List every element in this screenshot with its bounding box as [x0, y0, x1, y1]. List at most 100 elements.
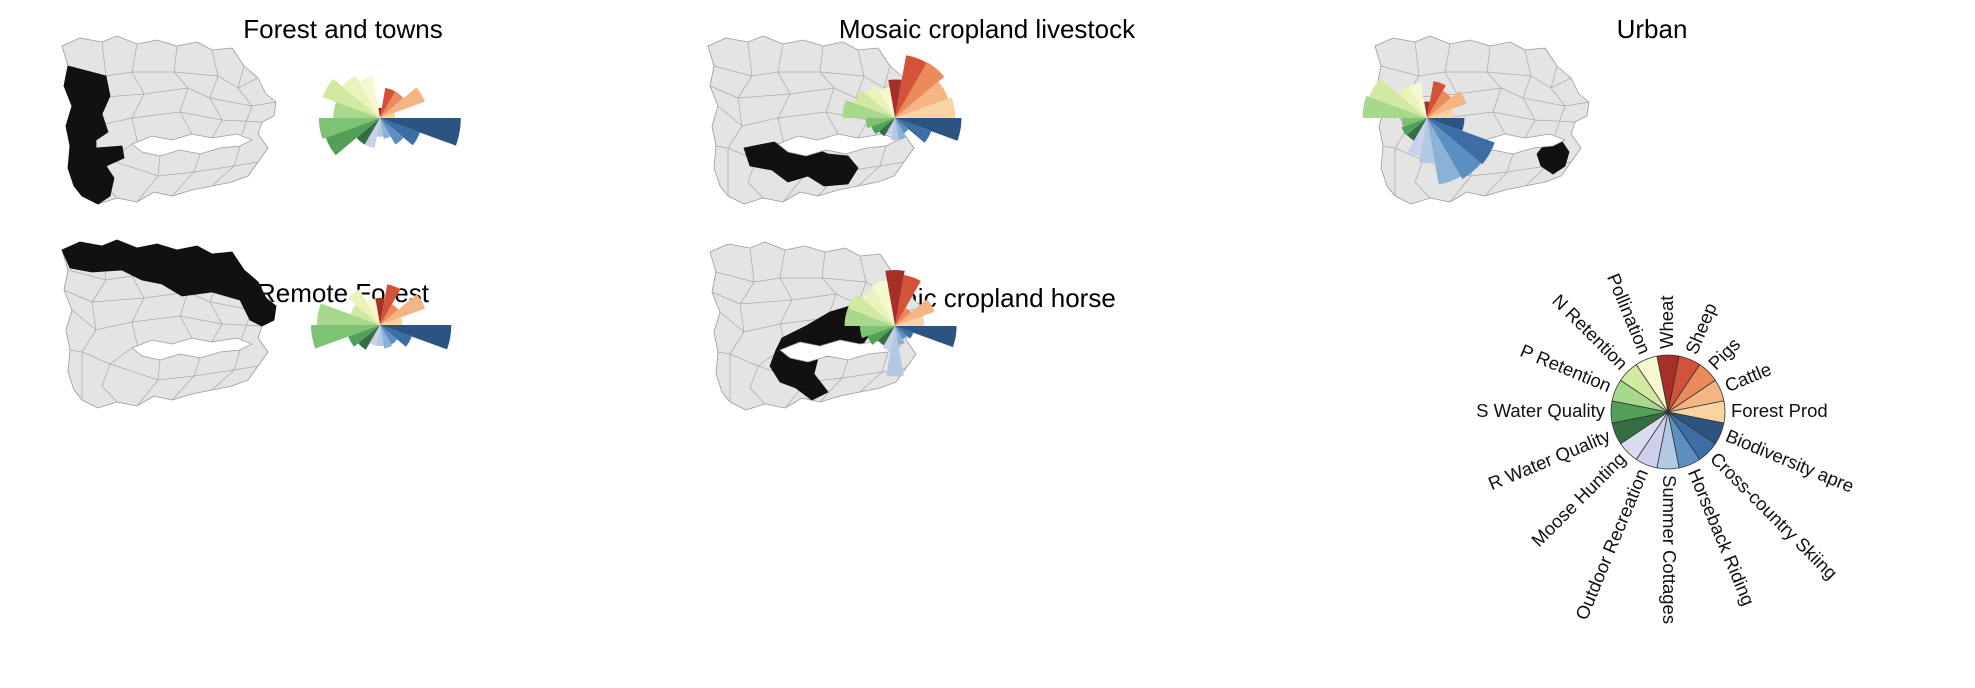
rose-wedge [854, 90, 895, 118]
rose-wedge [356, 118, 380, 145]
rose-wedge [895, 307, 912, 326]
municipality-border [1414, 159, 1431, 199]
rose-wedge [895, 326, 914, 339]
rose-wedge [895, 326, 905, 346]
rose-wedge [380, 118, 420, 146]
legend-label: Cattle [1722, 358, 1775, 396]
rose-wedge [1362, 95, 1427, 118]
rose-wedge [895, 97, 956, 118]
highlighted-region [1536, 139, 1570, 175]
rose-wedge [380, 118, 461, 146]
rose-chart [1362, 78, 1495, 185]
rose-wedge [378, 107, 382, 118]
legend: Wheat Sheep Pigs Cattle Forest Prod Biodivers… [1360, 270, 1970, 680]
rose-wedge [878, 118, 895, 137]
region-map [61, 35, 277, 205]
rose-wedge [888, 79, 902, 118]
legend-label: Forest Prod [1731, 400, 1828, 421]
municipality-border [71, 309, 263, 331]
rose-wedge [380, 87, 396, 118]
municipality-border [713, 65, 905, 89]
legend-label: Wheat [1656, 296, 1677, 349]
rose-wedge [1427, 118, 1461, 185]
rose-wedge [358, 76, 380, 118]
rose-wedge [1419, 118, 1435, 163]
rose-wedge [842, 100, 895, 118]
legend-label: Summer Cottages [1659, 475, 1680, 624]
rose-wedge [871, 280, 895, 326]
rose-chart [318, 75, 461, 156]
rose-wedge [380, 317, 403, 325]
rose-wedge [895, 55, 927, 118]
rose-wedge [1427, 118, 1481, 180]
highlighted-region [63, 65, 125, 205]
rose-wedge [1427, 118, 1465, 131]
rose-wedge [350, 304, 380, 325]
rose-wedge [859, 326, 895, 338]
rose-wedge [895, 62, 945, 118]
rose-wedge [380, 112, 396, 118]
legend-label: Pigs [1704, 333, 1744, 373]
rose-wedge [358, 325, 380, 350]
rose-wedge [1427, 81, 1446, 118]
rose-wedge [895, 118, 962, 141]
rose-wedge [1406, 118, 1427, 141]
rose-wedge [895, 326, 907, 340]
panel-remote-forest: Remote Forest [0, 239, 640, 530]
rose-wedge [1427, 108, 1454, 118]
rose-wedge [380, 325, 412, 347]
rose-wedge [380, 325, 392, 349]
rose-wedge [342, 75, 380, 118]
panel-title: Forest and towns [243, 14, 443, 44]
rose-wedge [376, 325, 384, 347]
rose-wedge [325, 118, 380, 156]
rose-wedge [380, 284, 401, 325]
rose-wedge [865, 84, 895, 118]
municipality-border [109, 363, 259, 381]
rose-wedge [1424, 101, 1430, 118]
rose-wedge [380, 294, 426, 325]
rose-wedge [1427, 91, 1467, 118]
region-map [61, 239, 277, 409]
rose-wedge [311, 325, 380, 349]
rose-wedge [847, 293, 895, 326]
rose-wedge [895, 118, 909, 134]
rose-wedge [333, 102, 380, 118]
rose-wedge [1369, 78, 1427, 118]
rose-wedge [895, 118, 907, 141]
rose-wedge [861, 288, 895, 326]
municipality-border [749, 365, 766, 405]
rose-wedge [871, 118, 895, 135]
rose-chart [844, 270, 957, 377]
rose-wedge [380, 304, 399, 325]
municipality-border [69, 347, 133, 365]
rose-wedge [891, 118, 899, 141]
municipality-border [1550, 65, 1566, 135]
rose-wedge [366, 298, 380, 325]
rose-wedge [865, 118, 895, 129]
rose-wedge [348, 325, 380, 347]
rose-wedge [375, 297, 385, 325]
rose-wedge [895, 118, 932, 143]
rose-wedge [380, 118, 404, 145]
rose-chart [311, 284, 452, 350]
rose-wedge [885, 270, 905, 326]
rose-wedge [886, 326, 904, 377]
rose-wedge [317, 303, 380, 325]
rose-wedge [1401, 118, 1427, 127]
rose-wedge [318, 118, 380, 139]
rose-wedge [348, 289, 380, 325]
rose-chart [842, 55, 962, 143]
municipality-border [81, 245, 107, 400]
rose-wedge [380, 118, 391, 139]
municipality-border [237, 65, 253, 135]
municipality-border [101, 363, 118, 403]
rose-wedge [1427, 118, 1495, 165]
municipality-border [729, 247, 755, 402]
panel-title: Mosaic cropland livestock [838, 14, 1136, 44]
rose-wedge [1427, 90, 1452, 118]
rose-wedge [867, 326, 895, 345]
rose-wedge [886, 118, 895, 136]
rose-wedge [877, 326, 895, 346]
lake [131, 337, 253, 361]
